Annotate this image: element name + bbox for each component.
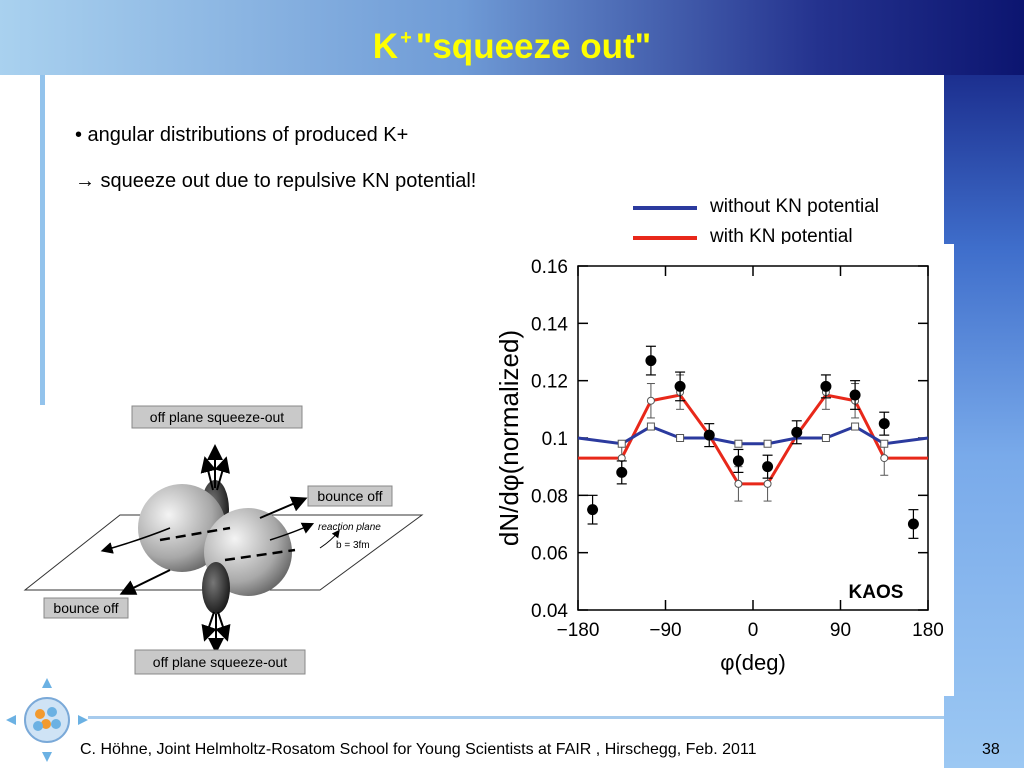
plot-layer: 0.04 0.06 0.08 0.1 0.12 0.14 0.16 −180 −90 0 90 180 <box>531 257 944 641</box>
data-point <box>762 461 774 473</box>
svg-text:bounce off: bounce off <box>53 600 118 616</box>
model-marker-without <box>646 422 655 431</box>
model-marker-with <box>734 479 743 488</box>
model-marker-with <box>646 396 655 405</box>
model-marker-without <box>617 439 626 448</box>
data-point <box>732 455 744 467</box>
title-main: K <box>372 27 399 66</box>
chart-background <box>466 244 954 696</box>
series-line-with-kn <box>578 393 928 486</box>
bullet-1: • angular distributions of produced K+ <box>75 124 409 146</box>
data-point <box>616 466 628 478</box>
data-point <box>674 380 686 392</box>
model-marker-with <box>763 479 772 488</box>
reaction-plane <box>23 514 424 591</box>
y-tick-label: 0.1 <box>542 429 568 450</box>
model-marker-without <box>676 434 685 442</box>
nucleus-left <box>138 484 226 572</box>
data-point <box>849 389 861 401</box>
label-impact-parameter: b = 3fm <box>336 540 370 551</box>
model-marker-without <box>763 439 772 448</box>
y-tick-label: 0.06 <box>531 544 568 565</box>
x-tick-label: −180 <box>557 620 600 641</box>
title-rest: "squeeze out" <box>415 27 652 66</box>
data-point <box>791 426 803 438</box>
y-tick-label: 0.08 <box>531 486 568 507</box>
y-tick-label: 0.12 <box>531 372 568 393</box>
dashed-axes <box>159 526 296 562</box>
title-superscript: + <box>400 27 412 49</box>
model-marker-with <box>880 454 889 463</box>
lower-dark-lobe <box>202 562 230 614</box>
data-point <box>820 380 832 392</box>
data-point <box>645 355 657 367</box>
model-marker-without <box>851 422 860 431</box>
legend-label-without: without KN potential <box>710 196 879 217</box>
right-decor-band <box>944 75 1024 768</box>
label-bounce-left: bounce off <box>43 597 129 619</box>
legend-line-with <box>633 236 697 240</box>
data-point <box>587 504 599 516</box>
footer-text: C. Höhne, Joint Helmholtz-Rosatom School… <box>80 741 757 758</box>
kaos-label: KAOS <box>849 582 904 603</box>
y-tick-label: 0.16 <box>531 257 568 278</box>
label-reaction-plane: reaction plane <box>318 522 381 533</box>
page-number: 38 <box>982 741 1000 758</box>
data-point <box>907 518 919 530</box>
label-off-plane-bottom: off plane squeeze-out <box>134 649 306 675</box>
series-line-without-kn <box>577 424 929 446</box>
bullet-2: → squeeze out due to repulsive KN potent… <box>75 170 477 192</box>
y-tick-label: 0.14 <box>531 314 568 335</box>
azimuthal-distribution-chart: 0.04 0.06 0.08 0.1 0.12 0.14 0.16 −180 −90 0 90 180… <box>466 244 954 696</box>
logo-icon <box>6 678 88 762</box>
legend-label-with: with KN potential <box>710 226 853 247</box>
svg-text:off plane squeeze-out: off plane squeeze-out <box>150 409 285 425</box>
flow-arrows <box>100 444 340 654</box>
x-tick-label: −90 <box>649 620 681 641</box>
title-bar <box>0 0 1024 75</box>
collision-diagram: off plane squeeze-out bounce off bounce … <box>23 405 424 675</box>
y-axis-label: dN/dφ(normalized) <box>494 330 524 546</box>
slide-title: K + "squeeze out" <box>0 18 1024 67</box>
x-axis-label: φ(deg) <box>720 650 786 675</box>
label-bounce-right: bounce off <box>307 485 393 507</box>
x-tick-label: 180 <box>912 620 944 641</box>
footer-rule <box>88 716 944 719</box>
x-tick-label: 0 <box>748 620 759 641</box>
y-tick-label: 0.04 <box>531 601 568 622</box>
legend-line-without <box>633 206 697 210</box>
model-marker-without <box>734 439 743 448</box>
data-point <box>878 418 890 430</box>
left-decor-rule <box>40 75 45 405</box>
x-tick-label: 90 <box>830 620 851 641</box>
data-point <box>703 429 715 441</box>
label-off-plane-top: off plane squeeze-out <box>131 405 303 429</box>
svg-text:bounce off: bounce off <box>317 488 382 504</box>
svg-text:off plane squeeze-out: off plane squeeze-out <box>153 654 288 670</box>
model-marker-without <box>821 434 830 442</box>
model-marker-without <box>880 439 889 448</box>
